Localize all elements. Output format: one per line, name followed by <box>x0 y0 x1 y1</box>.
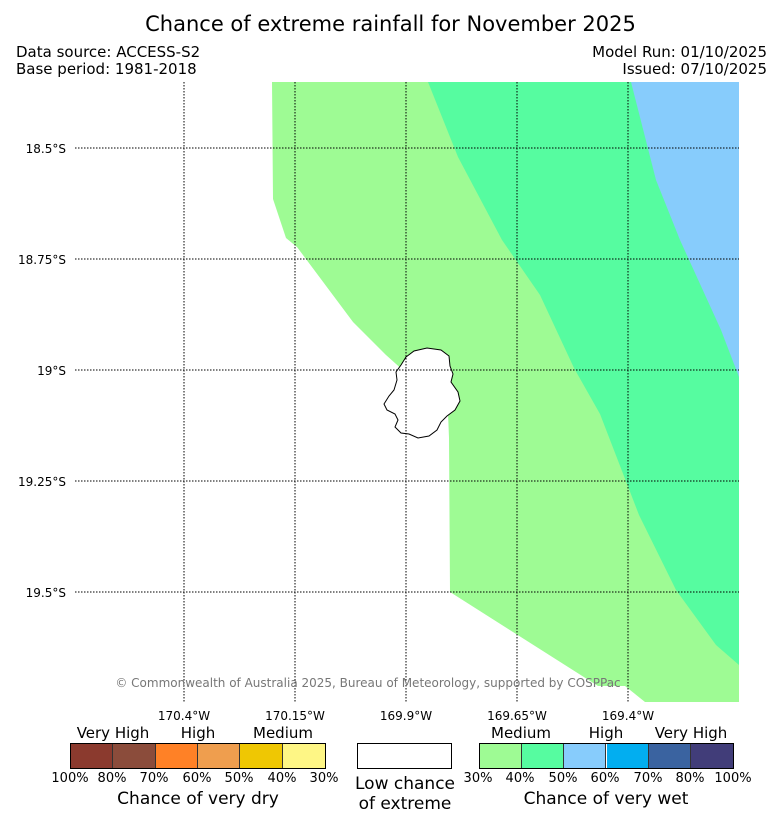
dry-category-very-high: Very High <box>76 724 150 742</box>
low-chance-line-1: Low chance <box>355 774 455 794</box>
region-high-wet <box>631 82 739 377</box>
wet-tick: 100% <box>714 771 752 786</box>
wet-category-high: High <box>588 724 624 742</box>
lon-label: 170.15°W <box>265 709 325 723</box>
metadata-right: Model Run: 01/10/2025 Issued: 07/10/2025 <box>592 44 767 78</box>
latitude-labels: 18.5°S 18.75°S 19°S 19.25°S 19.5°S <box>18 142 66 600</box>
dry-color-swatch <box>240 744 283 768</box>
chart-title: Chance of extreme rainfall for November … <box>145 12 636 36</box>
wet-category-very-high: Very High <box>654 724 728 742</box>
low-chance-caption: Low chance of extreme <box>340 774 470 814</box>
dry-tick: 30% <box>309 771 339 786</box>
model-run: Model Run: 01/10/2025 <box>592 43 767 61</box>
lon-label: 169.4°W <box>602 709 654 723</box>
longitude-labels: 170.4°W 170.15°W 169.9°W 169.65°W 169.4°… <box>158 709 654 723</box>
lat-label: 19.25°S <box>18 475 66 489</box>
lat-label: 19°S <box>37 364 66 378</box>
lat-label: 18.5°S <box>26 142 66 156</box>
dry-tick: 70% <box>139 771 169 786</box>
lat-label: 18.75°S <box>18 253 66 267</box>
data-source: Data source: ACCESS-S2 <box>16 43 201 61</box>
dry-tick: 80% <box>97 771 127 786</box>
lon-label: 169.9°W <box>380 709 432 723</box>
wet-caption: Chance of very wet <box>523 789 689 809</box>
wet-color-swatch <box>480 744 523 768</box>
lat-label: 19.5°S <box>26 586 66 600</box>
dry-category-high: High <box>180 724 216 742</box>
wet-category-medium: Medium <box>491 724 551 742</box>
wet-tick: 60% <box>590 771 620 786</box>
low-chance-line-2: of extreme <box>358 794 452 814</box>
dry-colorbar <box>70 743 326 769</box>
dry-tick: 60% <box>182 771 212 786</box>
wet-tick: 80% <box>675 771 705 786</box>
dry-color-swatch <box>155 744 198 768</box>
dry-tick: 100% <box>51 771 89 786</box>
wet-tick: 50% <box>548 771 578 786</box>
base-period: Base period: 1981-2018 <box>16 60 197 78</box>
dry-color-swatch <box>113 744 156 768</box>
low-chance-swatch <box>357 743 452 769</box>
dry-color-swatch <box>71 744 114 768</box>
lon-label: 169.65°W <box>487 709 547 723</box>
wet-color-swatch <box>606 744 649 768</box>
wet-color-swatch <box>522 744 565 768</box>
wet-color-swatch <box>648 744 691 768</box>
wet-tick: 30% <box>463 771 493 786</box>
copyright-notice: © Commonwealth of Australia 2025, Bureau… <box>115 676 620 690</box>
graticule <box>75 82 739 702</box>
wet-colorbar <box>479 743 734 769</box>
wet-color-swatch <box>690 744 733 768</box>
wet-tick: 70% <box>633 771 663 786</box>
dry-color-swatch <box>198 744 241 768</box>
dry-tick: 40% <box>267 771 297 786</box>
lon-label: 170.4°W <box>158 709 210 723</box>
dry-caption: Chance of very dry <box>117 789 279 809</box>
wet-tick: 40% <box>505 771 535 786</box>
metadata-left: Data source: ACCESS-S2 Base period: 1981… <box>16 44 200 78</box>
issued-date: Issued: 07/10/2025 <box>622 60 767 78</box>
wet-color-swatch <box>564 744 607 768</box>
dry-category-medium: Medium <box>253 724 313 742</box>
dry-tick: 50% <box>224 771 254 786</box>
dry-color-swatch <box>282 744 325 768</box>
region-medium-wet-2 <box>428 82 739 665</box>
